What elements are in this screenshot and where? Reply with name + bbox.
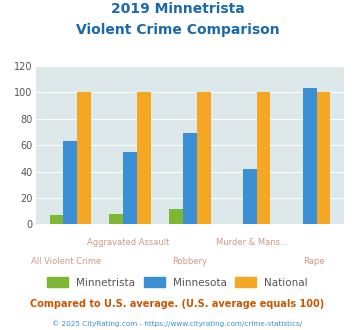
Bar: [303, 88, 317, 224]
Text: All Violent Crime: All Violent Crime: [31, 257, 102, 266]
Text: Compared to U.S. average. (U.S. average equals 100): Compared to U.S. average. (U.S. average …: [31, 299, 324, 309]
Text: 2019 Minnetrista: 2019 Minnetrista: [111, 2, 244, 16]
Bar: [317, 92, 330, 224]
Bar: [50, 215, 63, 224]
Bar: [257, 92, 271, 224]
Bar: [197, 92, 211, 224]
Text: Murder & Mans...: Murder & Mans...: [216, 238, 288, 247]
Bar: [169, 209, 183, 224]
Bar: [123, 152, 137, 224]
Text: Aggravated Assault: Aggravated Assault: [87, 238, 169, 247]
Bar: [77, 92, 91, 224]
Text: Robbery: Robbery: [173, 257, 207, 266]
Text: Violent Crime Comparison: Violent Crime Comparison: [76, 23, 279, 37]
Bar: [137, 92, 151, 224]
Legend: Minnetrista, Minnesota, National: Minnetrista, Minnesota, National: [47, 278, 308, 288]
Bar: [63, 141, 77, 224]
Bar: [243, 169, 257, 224]
Text: Rape: Rape: [303, 257, 324, 266]
Bar: [109, 214, 123, 224]
Text: © 2025 CityRating.com - https://www.cityrating.com/crime-statistics/: © 2025 CityRating.com - https://www.city…: [53, 321, 302, 327]
Bar: [183, 133, 197, 224]
